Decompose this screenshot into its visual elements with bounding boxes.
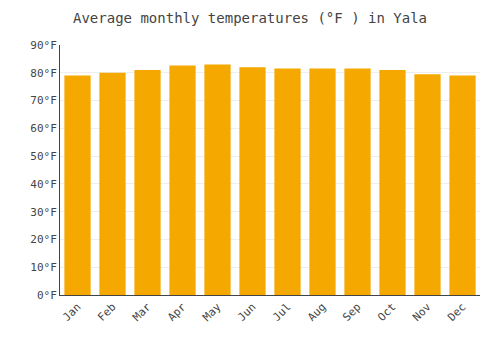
svg-text:Mar: Mar xyxy=(130,300,154,324)
svg-text:Nov: Nov xyxy=(410,300,434,324)
svg-text:Apr: Apr xyxy=(165,300,189,324)
svg-text:80°F: 80°F xyxy=(30,67,57,80)
svg-text:Oct: Oct xyxy=(375,301,398,324)
svg-text:20°F: 20°F xyxy=(30,233,57,246)
svg-text:Dec: Dec xyxy=(445,301,468,324)
svg-text:40°F: 40°F xyxy=(30,178,57,191)
svg-text:60°F: 60°F xyxy=(30,122,57,135)
svg-text:90°F: 90°F xyxy=(30,39,57,52)
svg-text:Sep: Sep xyxy=(340,301,363,324)
svg-text:50°F: 50°F xyxy=(30,150,57,163)
svg-text:Jul: Jul xyxy=(270,301,293,324)
svg-text:0°F: 0°F xyxy=(37,289,57,302)
svg-text:70°F: 70°F xyxy=(30,94,57,107)
svg-text:Jan: Jan xyxy=(60,301,83,324)
svg-text:Feb: Feb xyxy=(95,301,118,324)
svg-text:30°F: 30°F xyxy=(30,206,57,219)
svg-text:Jun: Jun xyxy=(235,301,258,324)
svg-text:May: May xyxy=(200,300,224,324)
svg-text:Aug: Aug xyxy=(305,301,328,324)
svg-text:Average monthly temperatures (: Average monthly temperatures (°F ) in Ya… xyxy=(73,10,427,26)
svg-text:10°F: 10°F xyxy=(30,261,57,274)
